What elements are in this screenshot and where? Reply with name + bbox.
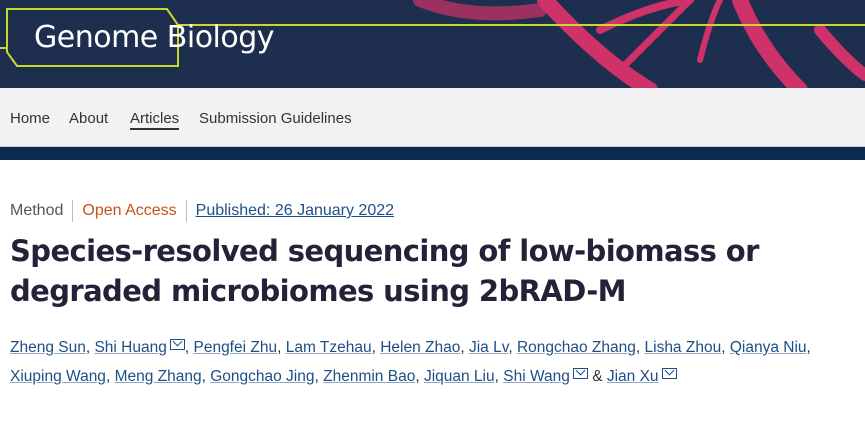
published-date-link[interactable]: Published: 26 January 2022 <box>195 202 395 219</box>
author-link[interactable]: Qianya Niu <box>729 339 807 356</box>
journal-logo[interactable]: Genome Biology <box>34 20 275 55</box>
nav-submission-guidelines[interactable]: Submission Guidelines <box>199 110 352 127</box>
email-icon[interactable] <box>169 339 185 350</box>
divider <box>72 200 74 222</box>
author-link[interactable]: Meng Zhang <box>114 368 202 385</box>
nav-about[interactable]: About <box>69 110 109 127</box>
author-link[interactable]: Jiquan Liu <box>423 368 495 385</box>
divider <box>185 200 187 222</box>
and-separator: & <box>592 368 603 385</box>
article-title: Species-resolved sequencing of low-bioma… <box>10 234 759 308</box>
dna-banner-image <box>0 0 865 88</box>
article-type: Method <box>10 202 64 219</box>
author-link[interactable]: Lam Tzehau <box>285 339 372 356</box>
header-strip <box>0 147 865 160</box>
email-icon[interactable] <box>661 368 677 379</box>
main-nav: Home About Articles Submission Guideline… <box>0 88 865 147</box>
article-meta: Method Open Access Published: 26 January… <box>10 200 394 222</box>
author-link[interactable]: Shi Wang <box>503 368 570 385</box>
author-link[interactable]: Rongchao Zhang <box>516 339 636 356</box>
author-link[interactable]: Helen Zhao <box>380 339 461 356</box>
author-link[interactable]: Pengfei Zhu <box>193 339 278 356</box>
email-icon[interactable] <box>572 368 588 379</box>
nav-home[interactable]: Home <box>10 110 51 127</box>
author-link[interactable]: Shi Huang <box>94 339 167 356</box>
author-link[interactable]: Zhenmin Bao <box>323 368 416 385</box>
author-link[interactable]: Gongchao Jing <box>210 368 315 385</box>
author-link[interactable]: Jian Xu <box>606 368 659 385</box>
author-link[interactable]: Zheng Sun <box>10 339 86 356</box>
author-link[interactable]: Xiuping Wang <box>10 368 106 385</box>
author-list: Zheng Sun, Shi Huang, Pengfei Zhu, Lam T… <box>10 339 811 385</box>
open-access-badge: Open Access <box>82 202 177 219</box>
author-link[interactable]: Lisha Zhou <box>644 339 722 356</box>
nav-articles[interactable]: Articles <box>130 110 180 130</box>
site-header: Genome Biology <box>0 0 865 88</box>
author-link[interactable]: Jia Lv <box>468 339 509 356</box>
